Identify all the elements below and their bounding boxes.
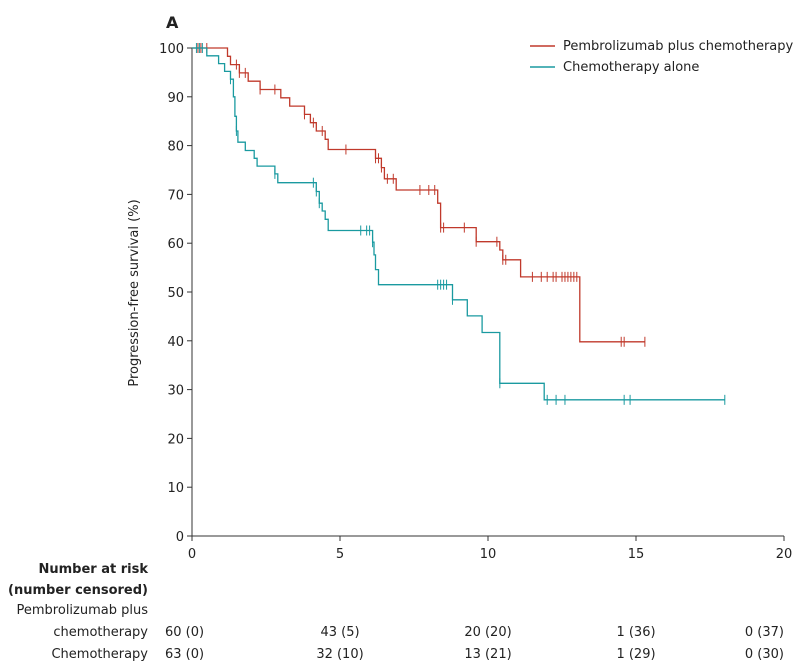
risk-value-row1-col2: 43 (5) <box>320 625 359 640</box>
y-tick-label-100: 100 <box>159 42 184 57</box>
y-ticks: 0 10 20 30 40 50 60 70 80 90 100 <box>159 42 192 545</box>
risk-value-row1-col5: 0 (37) <box>745 625 784 640</box>
legend: Pembrolizumab plus chemotherapy Chemothe… <box>530 39 794 75</box>
series-1 <box>192 43 646 347</box>
y-tick-label-0: 0 <box>176 530 184 545</box>
risk-value-row1-col4: 1 (36) <box>616 625 655 640</box>
x-tick-label-15: 15 <box>628 547 645 562</box>
y-tick-label-80: 80 <box>167 140 184 155</box>
risk-value-row2-col1: 63 (0) <box>165 647 204 662</box>
risk-value-row2-col2: 32 (10) <box>316 647 363 662</box>
risk-table: Number at risk (number censored) Pembrol… <box>8 562 784 662</box>
y-tick-label-30: 30 <box>167 384 184 399</box>
axes: 0 10 20 30 40 50 60 70 80 90 100 0 5 10 15 20 <box>159 42 792 562</box>
y-axis-label: Progression-free survival (%) <box>127 199 142 386</box>
y-tick-label-20: 20 <box>167 432 184 447</box>
risk-row-1-label-line2: chemotherapy <box>53 625 148 640</box>
risk-values: 60 (0) 43 (5) 20 (20) 1 (36) 0 (37) 63 (0) 32 … <box>165 625 784 662</box>
series-line-2 <box>192 47 725 401</box>
y-tick-label-60: 60 <box>167 237 184 252</box>
series-2 <box>192 43 726 405</box>
risk-value-row1-col1: 60 (0) <box>165 625 204 640</box>
y-tick-label-10: 10 <box>167 481 184 496</box>
risk-value-row2-col4: 1 (29) <box>616 647 655 662</box>
x-tick-label-5: 5 <box>336 547 344 562</box>
legend-label-pembrolizumab: Pembrolizumab plus chemotherapy <box>563 39 794 54</box>
y-tick-label-50: 50 <box>167 286 184 301</box>
risk-row-2-label: Chemotherapy <box>51 647 148 662</box>
x-tick-label-0: 0 <box>188 547 196 562</box>
risk-row-1-label-line1: Pembrolizumab plus <box>17 603 149 618</box>
x-ticks: 0 5 10 15 20 <box>188 536 792 562</box>
y-tick-label-70: 70 <box>167 188 184 203</box>
y-tick-label-90: 90 <box>167 91 184 106</box>
x-tick-label-20: 20 <box>776 547 793 562</box>
risk-value-row2-col3: 13 (21) <box>464 647 511 662</box>
panel-label: A <box>166 13 179 32</box>
x-tick-label-10: 10 <box>480 547 497 562</box>
risk-table-title-line1: Number at risk <box>38 562 148 577</box>
legend-label-chemotherapy: Chemotherapy alone <box>563 60 699 75</box>
y-tick-label-40: 40 <box>167 335 184 350</box>
risk-value-row2-col5: 0 (30) <box>745 647 784 662</box>
risk-table-title-line2: (number censored) <box>8 583 148 598</box>
series-line-1 <box>192 47 645 343</box>
risk-value-row1-col3: 20 (20) <box>464 625 511 640</box>
series-group <box>192 43 726 405</box>
